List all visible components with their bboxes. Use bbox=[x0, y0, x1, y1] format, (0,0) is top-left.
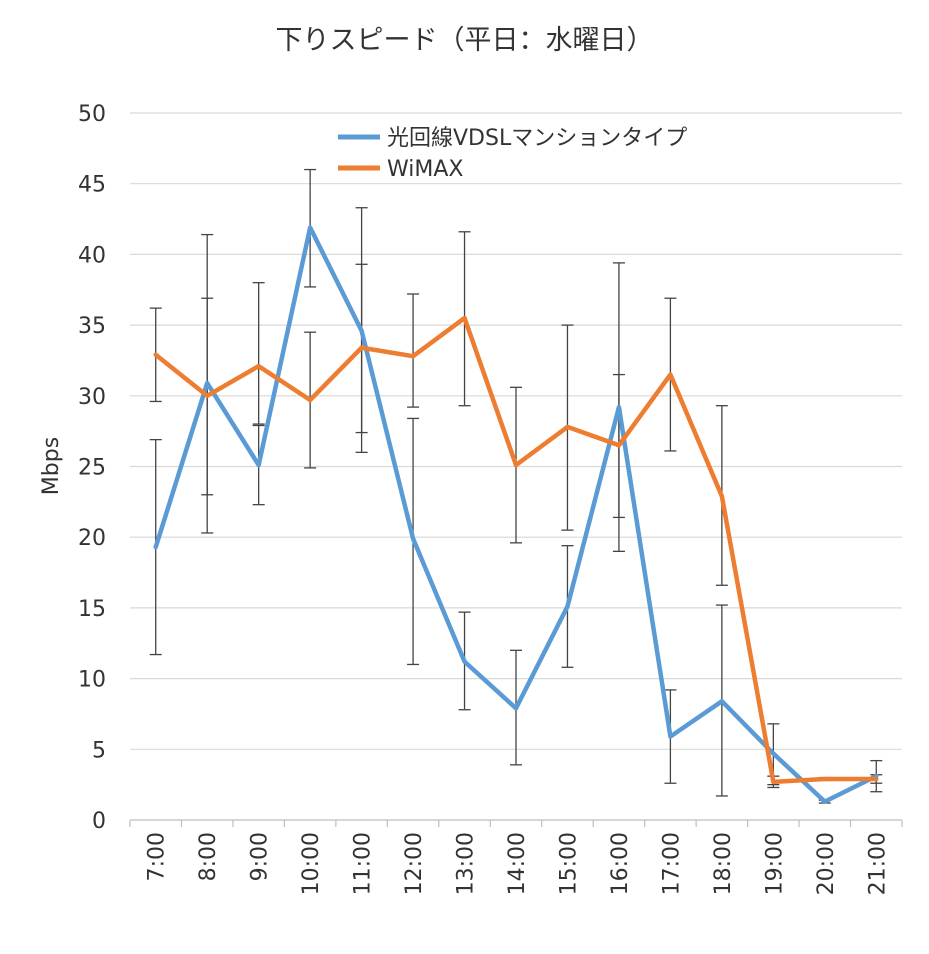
x-tick-label: 8:00 bbox=[196, 832, 221, 881]
y-tick-label: 10 bbox=[78, 668, 106, 693]
y-tick-label: 30 bbox=[78, 385, 106, 410]
x-tick-label: 20:00 bbox=[814, 832, 839, 895]
x-tick-label: 16:00 bbox=[608, 832, 633, 895]
series-line-2 bbox=[153, 315, 879, 785]
y-tick-label: 20 bbox=[78, 526, 106, 551]
x-tick-label: 18:00 bbox=[711, 832, 736, 895]
x-tick-label: 10:00 bbox=[299, 832, 324, 895]
y-tick-label: 40 bbox=[78, 243, 106, 268]
x-tick-label: 11:00 bbox=[351, 832, 376, 895]
legend-label: WiMAX bbox=[387, 157, 463, 182]
x-tick-label: 14:00 bbox=[505, 832, 530, 895]
x-tick-label: 15:00 bbox=[556, 832, 581, 895]
x-tick-label: 7:00 bbox=[145, 832, 170, 881]
legend-label: 光回線VDSLマンションタイプ bbox=[387, 126, 687, 151]
x-tick-label: 19:00 bbox=[762, 832, 787, 895]
x-tick-label: 17:00 bbox=[659, 832, 684, 895]
x-tick-label: 9:00 bbox=[248, 832, 273, 881]
y-tick-label: 5 bbox=[92, 738, 106, 763]
x-tick-label: 21:00 bbox=[865, 832, 890, 895]
y-tick-label: 15 bbox=[78, 597, 106, 622]
y-tick-label: 50 bbox=[78, 102, 106, 127]
y-tick-label: 45 bbox=[78, 173, 106, 198]
y-tick-label: 25 bbox=[78, 456, 106, 481]
series-line-1 bbox=[153, 225, 879, 804]
x-tick-label: 12:00 bbox=[402, 832, 427, 895]
y-tick-label: 0 bbox=[92, 809, 106, 834]
y-tick-label: 35 bbox=[78, 314, 106, 339]
y-axis-label: Mbps bbox=[39, 437, 64, 495]
chart-title: 下りスピード（平日：水曜日） bbox=[275, 25, 654, 56]
x-tick-label: 13:00 bbox=[454, 832, 479, 895]
